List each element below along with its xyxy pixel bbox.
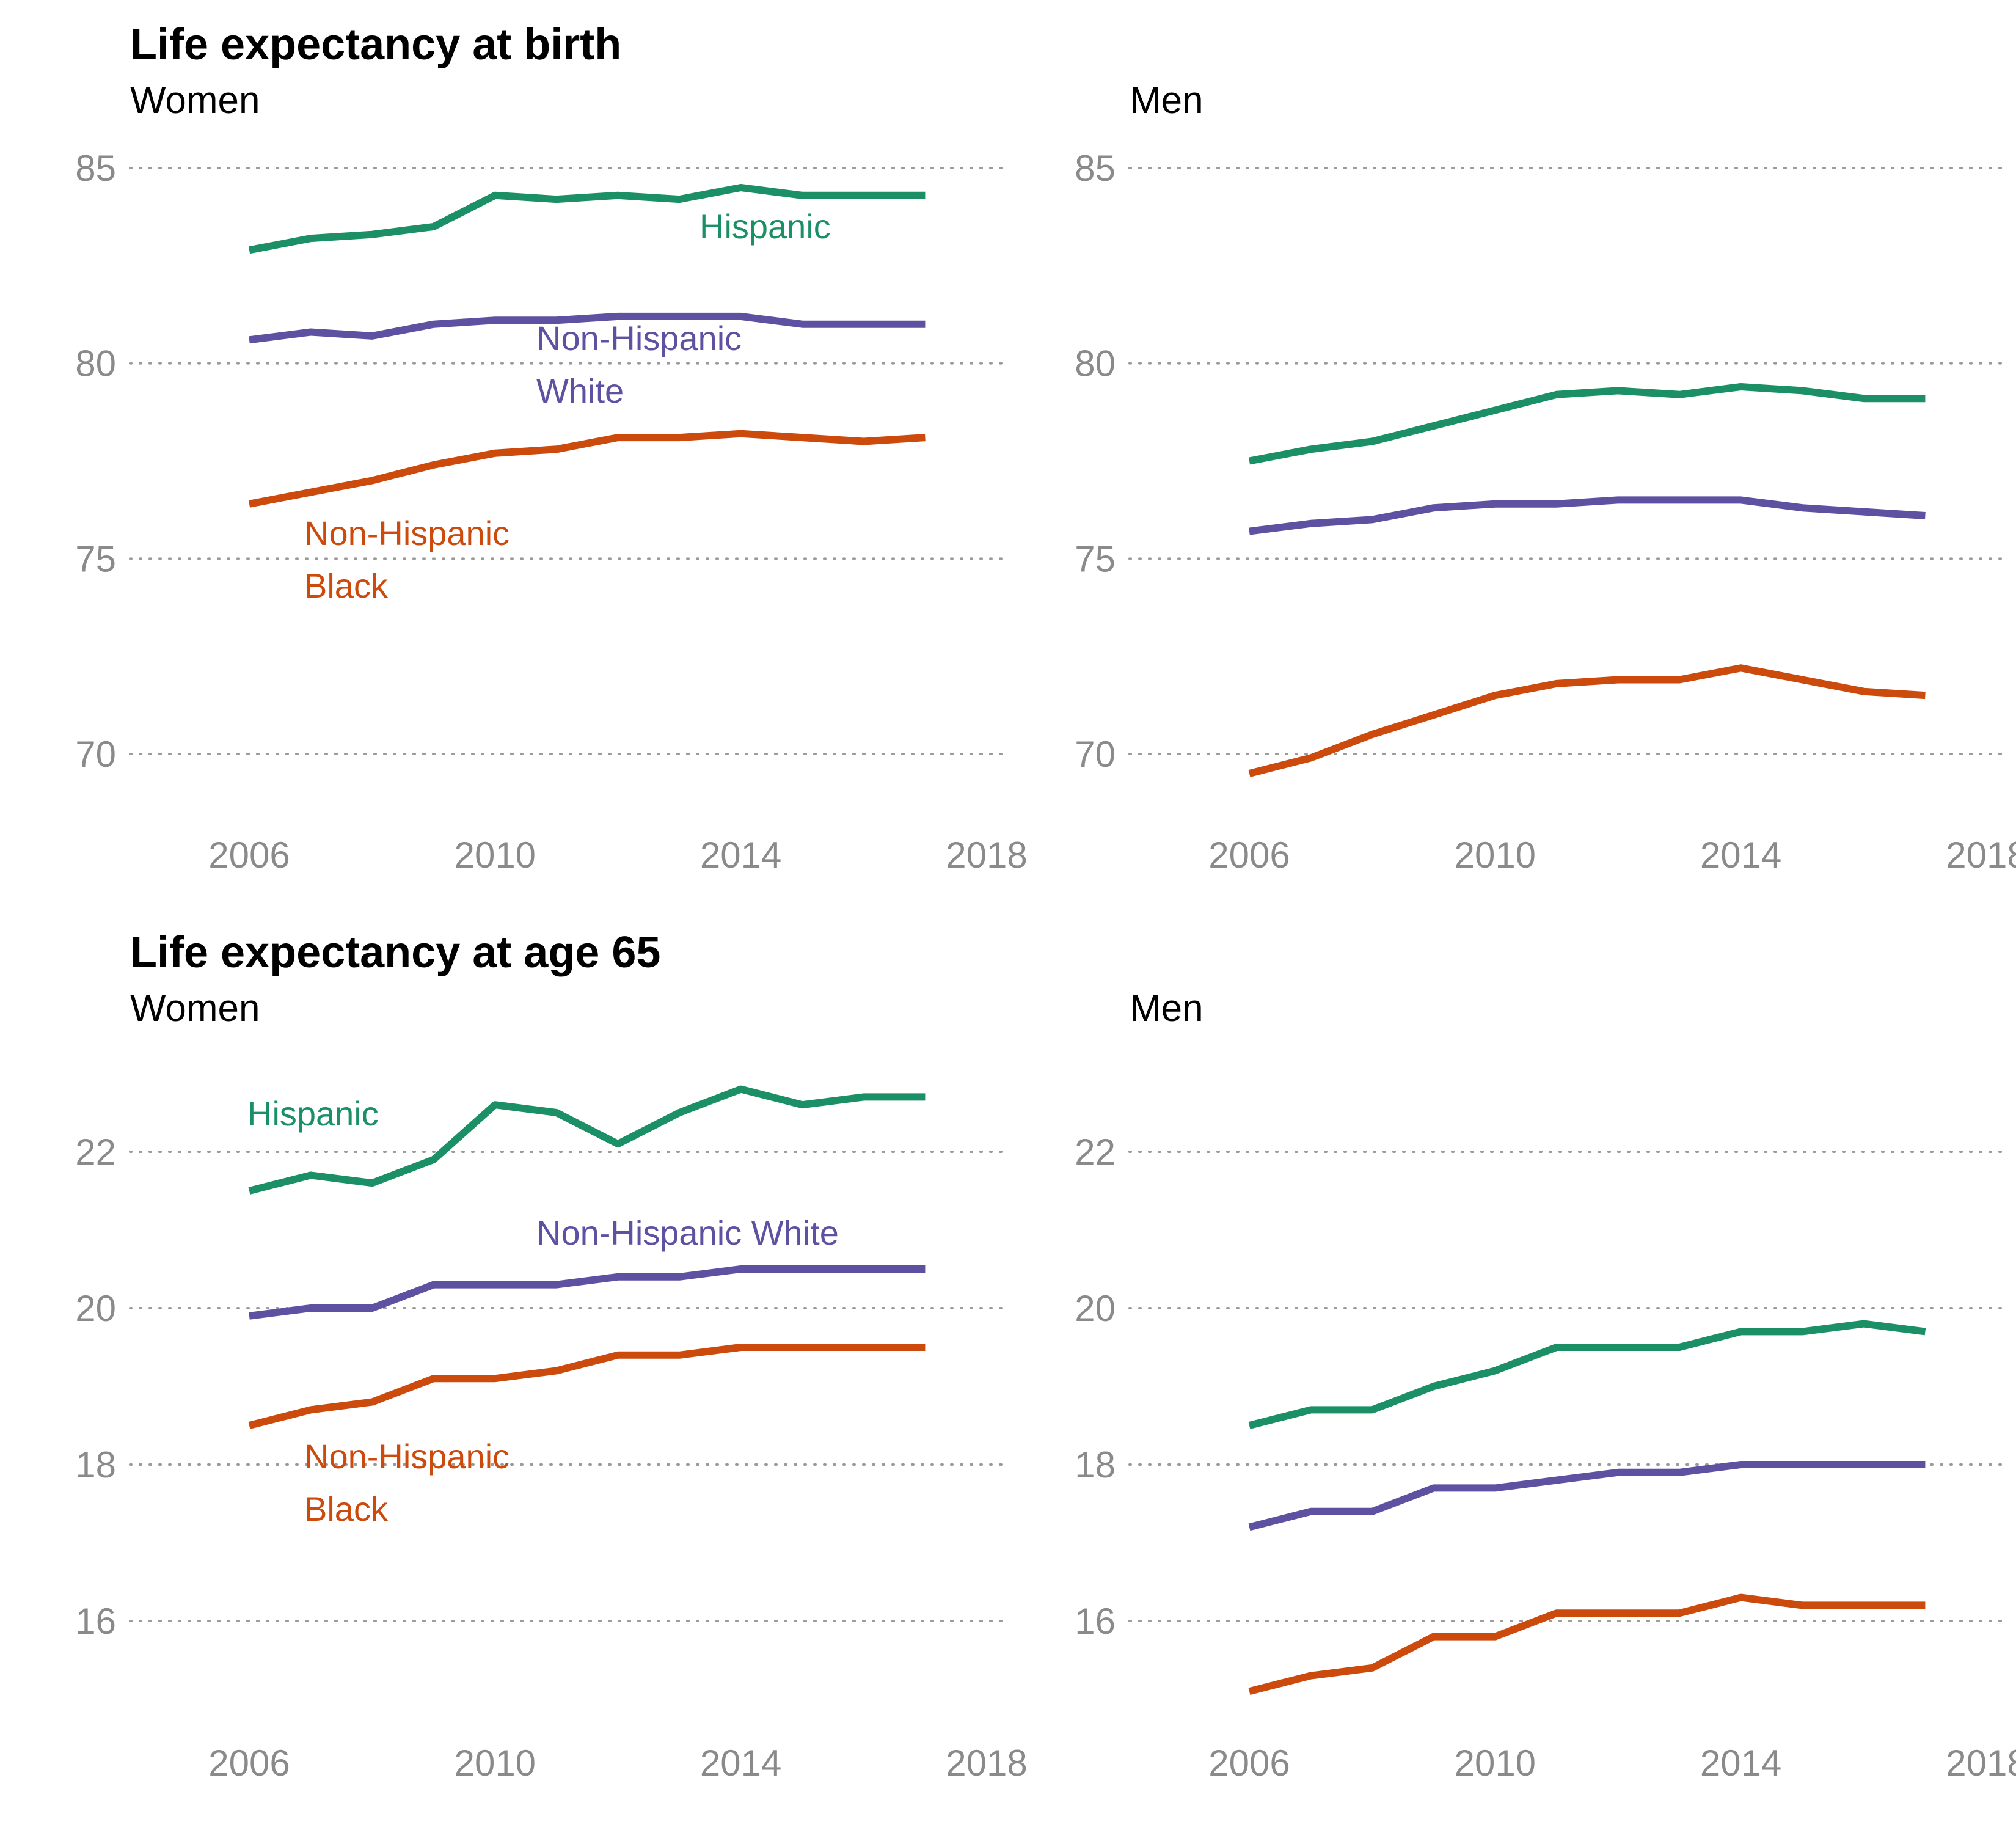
series-label-birth-women-non-hispanic-white: Non-Hispanic White	[536, 319, 742, 410]
x-tick-label-birth-women-2014: 2014	[700, 835, 781, 876]
y-tick-label-birth-women-75: 75	[75, 538, 116, 579]
series-label-birth-women-non-hispanic-black: Non-Hispanic Black	[304, 514, 509, 605]
x-tick-label-birth-men-2010: 2010	[1455, 835, 1536, 876]
y-tick-label-age65-women-20: 20	[75, 1288, 116, 1329]
chart-panel-birth-men: 70 75 80 85 2006 2010 2014 2018	[1075, 148, 2016, 876]
y-tick-label-age65-men-16: 16	[1075, 1601, 1116, 1642]
x-tick-label-age65-men-2006: 2006	[1208, 1743, 1290, 1784]
y-tick-label-birth-men-85: 85	[1075, 148, 1116, 189]
y-tick-label-birth-men-70: 70	[1075, 734, 1116, 775]
x-tick-label-age65-women-2014: 2014	[700, 1743, 781, 1784]
x-tick-label-birth-women-2018: 2018	[946, 835, 1027, 876]
y-tick-label-age65-women-16: 16	[75, 1601, 116, 1642]
x-tick-label-age65-men-2018: 2018	[1946, 1743, 2016, 1784]
series-label-line: Hispanic	[699, 207, 831, 246]
y-tick-label-age65-men-22: 22	[1075, 1132, 1116, 1173]
panel-title-birth-men: Men	[1130, 79, 1203, 122]
series-label-line: Black	[304, 1490, 389, 1528]
y-tick-label-birth-men-75: 75	[1075, 538, 1116, 579]
x-tick-label-birth-men-2018: 2018	[1946, 835, 2016, 876]
chart-panel-age65-women: 16 18 20 22 2006 2010 2014 2018 Hispanic Non-Hisp…	[75, 1085, 1028, 1784]
panel-title-age65-men: Men	[1130, 987, 1203, 1030]
panel-title-birth-women: Women	[130, 79, 260, 122]
series-line-birth-women-non-hispanic-black	[248, 430, 926, 508]
series-label-age65-women-non-hispanic-black: Non-Hispanic Black	[304, 1437, 509, 1528]
series-line-age65-men-hispanic	[1248, 1320, 1926, 1429]
y-tick-label-age65-women-22: 22	[75, 1132, 116, 1173]
series-label-line: Black	[304, 566, 389, 605]
series-line-age65-men-non-hispanic-black	[1248, 1593, 1926, 1696]
x-tick-label-age65-women-2006: 2006	[208, 1743, 290, 1784]
y-tick-label-age65-men-20: 20	[1075, 1288, 1116, 1329]
series-line-birth-women-hispanic	[248, 184, 926, 254]
series-label-line: White	[536, 371, 624, 410]
series-label-line: Non-Hispanic	[304, 514, 509, 552]
x-tick-label-birth-men-2006: 2006	[1208, 835, 1290, 876]
series-line-birth-women-non-hispanic-white	[249, 312, 926, 344]
y-tick-label-birth-women-80: 80	[75, 343, 116, 384]
chart-panel-age65-men: 16 18 20 22 2006 2010 2014 2018	[1075, 1132, 2016, 1784]
x-tick-label-age65-men-2010: 2010	[1455, 1743, 1536, 1784]
x-tick-label-age65-men-2014: 2014	[1700, 1743, 1781, 1784]
series-line-age65-women-non-hispanic-white	[249, 1265, 926, 1320]
chart-panel-birth-women: 70 75 80 85 2006 2010 2014 2018 Hispanic Non-Hisp…	[75, 148, 1027, 876]
series-line-birth-men-hispanic	[1248, 383, 1926, 465]
series-label-age65-women-hispanic: Hispanic	[247, 1094, 379, 1133]
series-label-line: Non-Hispanic	[304, 1437, 509, 1476]
x-tick-label-birth-men-2014: 2014	[1700, 835, 1781, 876]
y-tick-label-age65-men-18: 18	[1075, 1444, 1116, 1485]
x-tick-label-birth-women-2006: 2006	[208, 835, 290, 876]
series-line-birth-men-non-hispanic-black	[1248, 664, 1926, 777]
section-title-age65: Life expectancy at age 65	[130, 928, 660, 977]
x-tick-label-age65-women-2010: 2010	[455, 1743, 536, 1784]
series-label-line: Non-Hispanic White	[536, 1213, 839, 1252]
series-label-birth-women-hispanic: Hispanic	[699, 207, 831, 246]
y-tick-label-birth-women-70: 70	[75, 734, 116, 775]
series-label-line: Non-Hispanic	[536, 319, 742, 357]
series-line-age65-women-non-hispanic-black	[248, 1344, 926, 1429]
x-tick-label-birth-women-2010: 2010	[455, 835, 536, 876]
series-label-line: Hispanic	[247, 1094, 379, 1133]
y-tick-label-birth-women-85: 85	[75, 148, 116, 189]
section-title-birth: Life expectancy at birth	[130, 20, 621, 69]
series-line-age65-women-hispanic	[248, 1085, 926, 1195]
y-tick-label-age65-women-18: 18	[75, 1444, 116, 1485]
y-tick-label-birth-men-80: 80	[1075, 343, 1116, 384]
series-line-birth-men-non-hispanic-white	[1249, 496, 1926, 535]
series-label-age65-women-non-hispanic-white: Non-Hispanic White	[536, 1213, 839, 1252]
panel-title-age65-women: Women	[130, 987, 260, 1030]
x-tick-label-age65-women-2018: 2018	[946, 1743, 1027, 1784]
series-line-age65-men-non-hispanic-white	[1248, 1461, 1926, 1531]
